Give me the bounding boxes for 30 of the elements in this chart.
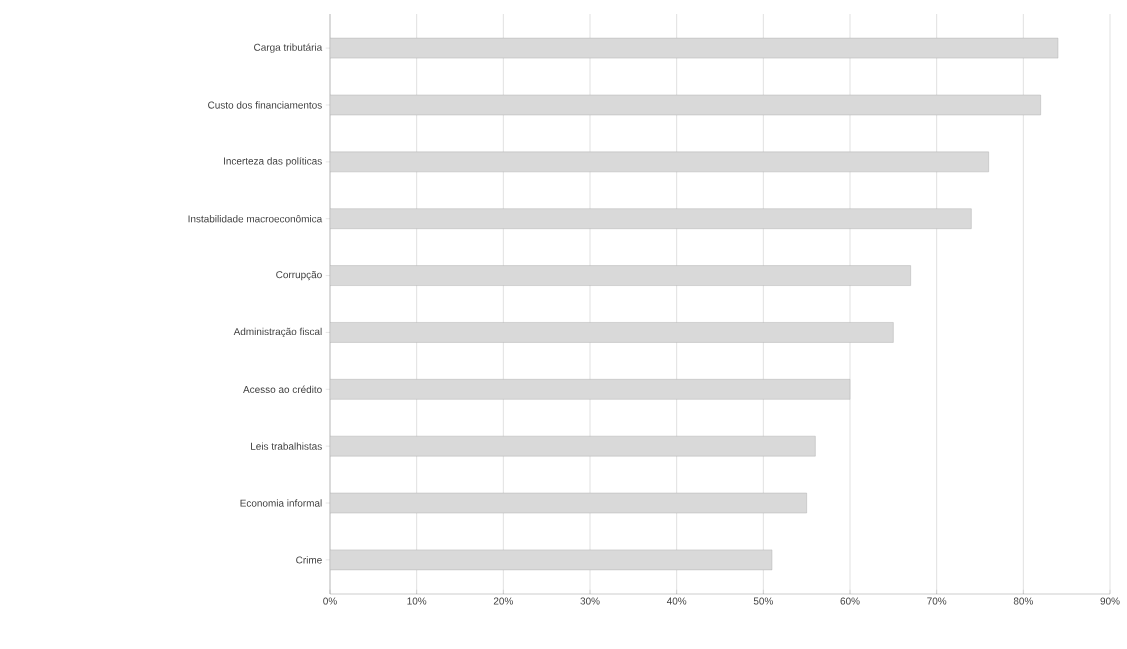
bar (330, 37, 1059, 59)
y-tick-label: Incerteza das políticas (224, 157, 322, 167)
bar (330, 151, 989, 173)
bar (330, 379, 851, 400)
x-tick-label: 70% (927, 597, 947, 605)
y-tick-label: Economia informal (240, 499, 322, 507)
bar (330, 492, 807, 514)
x-tick-label: 90% (1100, 597, 1120, 605)
x-tick-label: 50% (753, 597, 773, 605)
x-tick-label: 80% (1013, 597, 1033, 605)
y-tick-label: Corrupção (276, 270, 322, 281)
y-tick-label: Administração fiscal (233, 327, 322, 338)
y-tick-label: Crime (296, 556, 322, 564)
bar (330, 549, 773, 571)
y-tick-label: Leis trabalhistas (251, 442, 322, 450)
x-tick-label: 30% (580, 597, 600, 605)
y-tick-label: Carga tributária (254, 43, 323, 53)
y-tick-label: Instabilidade macroeconômica (188, 215, 323, 223)
bar (330, 265, 911, 286)
bar (330, 208, 972, 229)
y-tick-label: Acesso ao crédito (243, 385, 322, 394)
bar (330, 322, 894, 343)
bar (330, 435, 816, 457)
x-tick-label: 0% (323, 597, 337, 605)
y-tick-label: Custo dos financiamentos (208, 101, 322, 109)
x-tick-label: 60% (840, 597, 860, 605)
x-tick-label: 10% (407, 597, 427, 605)
bar (330, 94, 1041, 116)
x-tick-label: 20% (493, 597, 513, 605)
x-tick-label: 40% (666, 597, 687, 605)
